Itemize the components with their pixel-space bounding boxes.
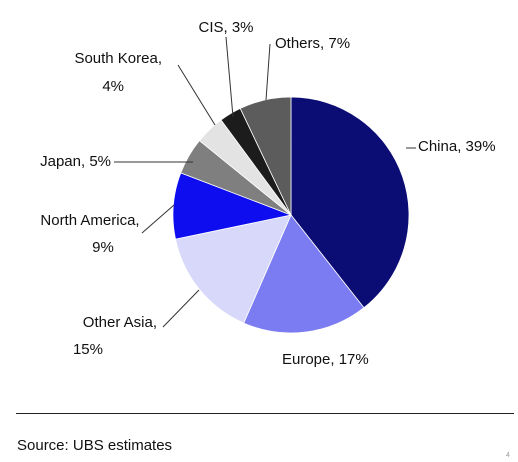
- pie-slices: [172, 96, 410, 334]
- leader-line: [162, 289, 200, 328]
- footer-divider: [16, 413, 514, 414]
- source-note: Source: UBS estimates: [17, 437, 173, 454]
- leader-line: [177, 64, 216, 126]
- slice-label: CIS, 3%: [198, 19, 253, 36]
- slice-labels: China, 39% Europe, 17% Other Asia, 15% North…: [40, 19, 495, 368]
- leader-line: [141, 204, 175, 234]
- pie-slice: [239, 96, 292, 216]
- pie-chart: China, 39% Europe, 17% Other Asia, 15% North…: [40, 19, 495, 368]
- slice-label: South Korea, 4%: [74, 50, 162, 95]
- slice-label: North America, 9%: [40, 212, 139, 256]
- slice-label: Japan, 5%: [40, 153, 111, 170]
- leader-line: [225, 36, 234, 118]
- slice-label: Other Asia, 15%: [73, 314, 157, 358]
- leader-line: [265, 43, 271, 101]
- slice-label: Others, 7%: [275, 35, 350, 52]
- page-mark: 4: [506, 452, 510, 459]
- pie-slice: [290, 96, 410, 309]
- slice-label: China, 39%: [418, 138, 496, 155]
- pie-slice: [243, 214, 365, 334]
- slice-label: Europe, 17%: [282, 351, 369, 368]
- pie-slice: [175, 214, 292, 324]
- leader-lines: [114, 36, 416, 328]
